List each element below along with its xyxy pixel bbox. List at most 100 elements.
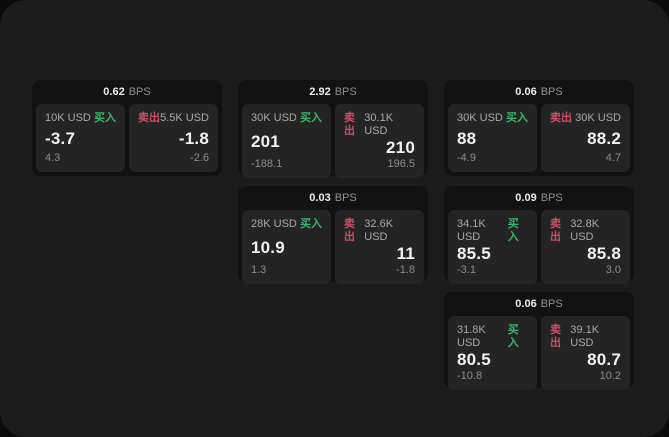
sell-side-label: 卖出: [550, 218, 561, 243]
buy-cell-top: 28K USD 买入: [251, 218, 322, 231]
sell-cell-top: 卖出 32.6K USD: [344, 218, 415, 244]
bps-unit-label: BPS: [540, 298, 563, 310]
buy-side-label: 买入: [507, 218, 519, 243]
buy-side-label: 买入: [506, 112, 528, 124]
sell-amount: 32.8K USD: [570, 218, 600, 243]
buy-quote-cell[interactable]: 34.1K USD 买入 85.5 -3.1: [448, 210, 537, 284]
buy-price: -3.7: [45, 128, 76, 148]
card-header: 0.06 BPS: [444, 292, 634, 316]
bps-unit-label: BPS: [128, 86, 151, 98]
card-body: 30K USD 买入 88 -4.9 卖出 30K USD 88.2 4.7: [444, 104, 634, 176]
bps-value: 2.92: [309, 86, 331, 98]
buy-delta: -3.1: [457, 264, 476, 276]
bps-value: 0.62: [103, 86, 125, 98]
card-body: 31.8K USD 买入 80.5 -10.8 卖出 39.1K USD 80.…: [444, 316, 634, 394]
quote-card: 0.06 BPS 30K USD 买入 88 -4.9 卖出 30K USD 8…: [444, 80, 634, 176]
sell-amount: 5.5K USD: [160, 112, 209, 124]
buy-side-label: 买入: [300, 112, 322, 124]
buy-delta: -188.1: [251, 158, 283, 170]
buy-delta: 1.3: [251, 264, 267, 276]
buy-price: 80.5: [457, 350, 491, 369]
buy-cell-top: 10K USD 买入: [45, 112, 116, 125]
sell-side-label: 卖出: [344, 112, 355, 137]
bps-value: 0.09: [515, 192, 537, 204]
sell-quote-cell[interactable]: 卖出 30K USD 88.2 4.7: [541, 104, 630, 172]
sell-price: 11: [396, 244, 415, 263]
sell-price: -1.8: [178, 128, 209, 148]
card-header: 0.03 BPS: [238, 186, 428, 210]
card-body: 30K USD 买入 201 -188.1 卖出 30.1K USD 210 1…: [238, 104, 428, 182]
buy-amount: 10K USD: [45, 112, 91, 124]
sell-side-label: 卖出: [550, 324, 561, 349]
buy-quote-cell[interactable]: 10K USD 买入 -3.7 4.3: [36, 104, 125, 172]
card-body: 34.1K USD 买入 85.5 -3.1 卖出 32.8K USD 85.8…: [444, 210, 634, 288]
quote-card: 0.03 BPS 28K USD 买入 10.9 1.3 卖出 32.6K US…: [238, 186, 428, 284]
sell-price: 88.2: [587, 128, 621, 148]
buy-delta: 4.3: [45, 152, 61, 164]
bps-unit-label: BPS: [334, 86, 357, 98]
card-body: 28K USD 买入 10.9 1.3 卖出 32.6K USD 11 -1.8: [238, 210, 428, 288]
buy-amount: 30K USD: [457, 112, 503, 124]
sell-delta: 10.2: [599, 370, 621, 382]
buy-price: 85.5: [457, 244, 491, 263]
card-header: 0.62 BPS: [32, 80, 222, 104]
sell-delta: 4.7: [605, 152, 621, 164]
sell-delta: -2.6: [190, 152, 209, 164]
buy-cell-top: 34.1K USD 买入: [457, 218, 528, 244]
sell-quote-cell[interactable]: 卖出 39.1K USD 80.7 10.2: [541, 316, 630, 390]
buy-amount: 34.1K USD: [457, 218, 486, 243]
buy-quote-cell[interactable]: 31.8K USD 买入 80.5 -10.8: [448, 316, 537, 390]
buy-side-label: 买入: [94, 112, 116, 124]
buy-price: 10.9: [251, 237, 285, 257]
sell-quote-cell[interactable]: 卖出 32.8K USD 85.8 3.0: [541, 210, 630, 284]
buy-quote-cell[interactable]: 30K USD 买入 201 -188.1: [242, 104, 331, 178]
bps-unit-label: BPS: [540, 86, 563, 98]
buy-cell-top: 30K USD 买入: [251, 112, 322, 125]
buy-quote-cell[interactable]: 30K USD 买入 88 -4.9: [448, 104, 537, 172]
sell-price: 85.8: [587, 244, 621, 263]
buy-delta: -10.8: [457, 370, 483, 382]
sell-price: 210: [386, 138, 415, 157]
card-header: 0.06 BPS: [444, 80, 634, 104]
bps-value: 0.06: [515, 298, 537, 310]
sell-quote-cell[interactable]: 卖出 32.6K USD 11 -1.8: [335, 210, 424, 284]
bps-unit-label: BPS: [334, 192, 357, 204]
buy-side-label: 买入: [507, 324, 519, 349]
sell-amount: 39.1K USD: [570, 324, 600, 349]
buy-cell-top: 30K USD 买入: [457, 112, 528, 125]
buy-amount: 31.8K USD: [457, 324, 486, 349]
sell-side-label: 卖出: [550, 112, 572, 124]
buy-price: 88: [457, 128, 477, 148]
buy-amount: 28K USD: [251, 218, 297, 230]
sell-quote-cell[interactable]: 卖出 5.5K USD -1.8 -2.6: [129, 104, 218, 172]
card-body: 10K USD 买入 -3.7 4.3 卖出 5.5K USD -1.8 -2.…: [32, 104, 222, 176]
sell-cell-top: 卖出 39.1K USD: [550, 324, 621, 350]
sell-price: 80.7: [587, 350, 621, 369]
sell-side-label: 卖出: [344, 218, 355, 243]
sell-side-label: 卖出: [138, 112, 160, 124]
buy-cell-top: 31.8K USD 买入: [457, 324, 528, 350]
bps-value: 0.06: [515, 86, 537, 98]
sell-cell-top: 卖出 5.5K USD: [138, 112, 209, 125]
sell-amount: 30K USD: [575, 112, 621, 124]
sell-delta: 196.5: [387, 158, 415, 170]
bps-value: 0.03: [309, 192, 331, 204]
card-header: 0.09 BPS: [444, 186, 634, 210]
sell-amount: 32.6K USD: [364, 218, 394, 243]
buy-quote-cell[interactable]: 28K USD 买入 10.9 1.3: [242, 210, 331, 284]
bps-unit-label: BPS: [540, 192, 563, 204]
quote-card: 2.92 BPS 30K USD 买入 201 -188.1 卖出 30.1K …: [238, 80, 428, 178]
buy-delta: -4.9: [457, 152, 476, 164]
sell-cell-top: 卖出 30K USD: [550, 112, 621, 125]
sell-quote-cell[interactable]: 卖出 30.1K USD 210 196.5: [335, 104, 424, 178]
sell-amount: 30.1K USD: [364, 112, 394, 137]
sell-cell-top: 卖出 32.8K USD: [550, 218, 621, 244]
cards-grid: 0.62 BPS 10K USD 买入 -3.7 4.3 卖出 5.5K USD…: [32, 80, 634, 390]
buy-side-label: 买入: [300, 218, 322, 230]
sell-delta: 3.0: [605, 264, 621, 276]
buy-amount: 30K USD: [251, 112, 297, 124]
sell-delta: -1.8: [396, 264, 415, 276]
buy-price: 201: [251, 131, 280, 151]
quote-card: 0.09 BPS 34.1K USD 买入 85.5 -3.1 卖出 32.8K…: [444, 186, 634, 284]
